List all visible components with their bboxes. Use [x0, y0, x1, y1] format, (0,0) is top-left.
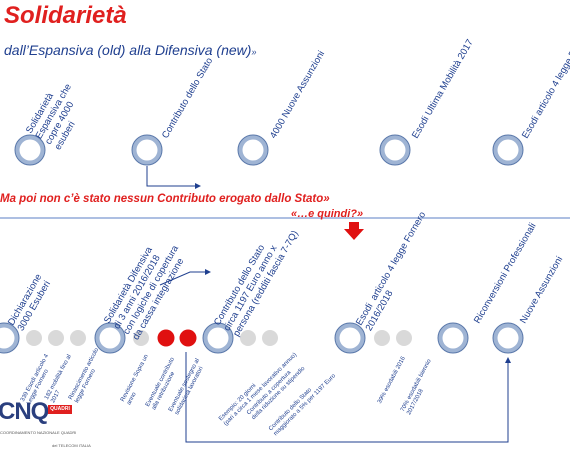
cnq-logo-text: CNQ [0, 398, 49, 425]
top-circle-4 [379, 134, 411, 166]
logo-tagline: COORDINAMENTO NAZIONALE QUADRI [0, 430, 77, 435]
quindi-text: «…e quindi?» [291, 208, 364, 220]
page-subtitle: dall’Espansiva (old) alla Difensiva (new… [4, 42, 256, 58]
mid-circle-6 [492, 322, 524, 354]
subtitle-text: dall’Espansiva (old) alla Difensiva (new… [4, 42, 252, 58]
top-circle-5 [492, 134, 524, 166]
mid-circle-1 [0, 322, 20, 354]
top-circle-1 [14, 134, 46, 166]
grey-dot-4 [133, 330, 149, 346]
bottom-bracket-arrow [185, 352, 511, 443]
cnq-logo: CNQ [0, 398, 49, 426]
contributo-connector-arrow [146, 166, 201, 189]
grey-dot-6 [262, 330, 278, 346]
mid-circle-3 [202, 322, 234, 354]
difensiva-connector-arrow [159, 269, 211, 286]
red-dot-1 [157, 329, 175, 347]
grey-dot-5 [240, 330, 256, 346]
mid-circle-4 [334, 322, 366, 354]
top-circle-3 [237, 134, 269, 166]
top-circle-2 [131, 134, 163, 166]
red-down-arrow [344, 222, 364, 240]
quadri-badge: QUADRI [48, 405, 72, 414]
red-dot-2 [179, 329, 197, 347]
logo-footer: del TELECOM ITALIA [52, 443, 91, 448]
grey-dot-8 [396, 330, 412, 346]
red-statement: Ma poi non c’è stato nessun Contributo e… [0, 193, 330, 205]
grey-dot-7 [374, 330, 390, 346]
grey-dot-1 [26, 330, 42, 346]
mid-circle-2 [94, 322, 126, 354]
page-title: Solidarietà [4, 2, 127, 29]
grey-dot-2 [48, 330, 64, 346]
grey-dot-3 [70, 330, 86, 346]
mid-circle-5 [437, 322, 469, 354]
subtitle-quote: » [251, 47, 257, 57]
